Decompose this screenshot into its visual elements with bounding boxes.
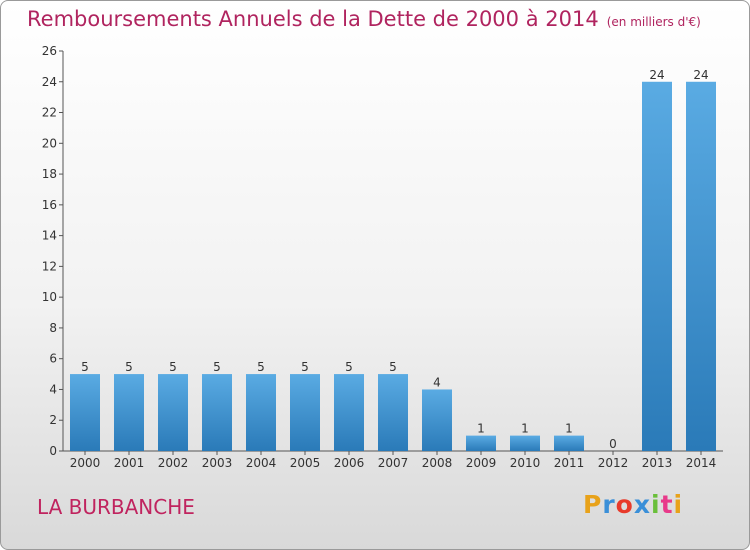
chart-title-text: Remboursements Annuels de la Dette de 20… <box>27 7 599 31</box>
x-tick-label: 2013 <box>642 456 673 470</box>
bar <box>466 435 496 451</box>
data-label: 4 <box>433 375 441 389</box>
bar <box>334 374 364 451</box>
data-label: 5 <box>301 360 309 374</box>
data-label: 5 <box>257 360 265 374</box>
x-tick-label: 2003 <box>202 456 233 470</box>
bar <box>422 389 452 451</box>
value-labels: 5 5 5 5 5 5 5 5 4 1 1 1 0 24 24 <box>81 68 708 451</box>
y-tick-label: 18 <box>42 167 57 181</box>
y-tick-label: 6 <box>49 352 57 366</box>
x-axis: 2000 2001 2002 2003 2004 2005 2006 2007 2008 2009… <box>63 450 723 470</box>
data-label: 5 <box>169 360 177 374</box>
data-label: 5 <box>389 360 397 374</box>
data-label: 5 <box>81 360 89 374</box>
x-tick-label: 2014 <box>686 456 717 470</box>
logo-letter: o <box>615 490 634 519</box>
data-label: 5 <box>125 360 133 374</box>
data-label: 5 <box>345 360 353 374</box>
data-label: 1 <box>565 422 573 436</box>
x-tick-label: 2002 <box>158 456 189 470</box>
y-tick-label: 14 <box>42 229 57 243</box>
data-label: 1 <box>477 422 485 436</box>
y-tick-label: 10 <box>42 290 57 304</box>
bar <box>642 81 672 452</box>
x-tick-label: 2001 <box>114 456 145 470</box>
x-tick-label: 2005 <box>290 456 321 470</box>
y-tick-label: 2 <box>49 413 57 427</box>
y-tick-label: 20 <box>42 136 57 150</box>
bars <box>70 81 716 452</box>
bar <box>378 374 408 451</box>
y-tick-label: 22 <box>42 106 57 120</box>
x-tick-label: 2006 <box>334 456 365 470</box>
bar <box>114 374 144 451</box>
logo-letter: P <box>583 490 603 519</box>
x-tick-label: 2007 <box>378 456 409 470</box>
x-tick-label: 2000 <box>70 456 101 470</box>
data-label: 24 <box>649 68 664 82</box>
bar <box>70 374 100 451</box>
bar <box>202 374 232 451</box>
logo-letter: t <box>660 490 674 519</box>
x-tick-label: 2011 <box>554 456 585 470</box>
chart-unit: (en milliers d'€) <box>606 15 701 29</box>
chart-title: Remboursements Annuels de la Dette de 20… <box>27 7 701 31</box>
bar <box>290 374 320 451</box>
x-tick-label: 2012 <box>598 456 629 470</box>
logo-letter: i <box>673 490 684 519</box>
logo-letter: r <box>602 490 616 519</box>
data-label: 0 <box>609 437 617 451</box>
bar <box>554 435 584 451</box>
data-label: 5 <box>213 360 221 374</box>
bar <box>686 81 716 452</box>
x-tick-label: 2004 <box>246 456 277 470</box>
logo-letter: x <box>633 490 651 519</box>
y-tick-label: 0 <box>49 444 57 458</box>
y-tick-label: 4 <box>49 382 57 396</box>
y-tick-label: 24 <box>42 75 57 89</box>
commune-name: LA BURBANCHE <box>37 495 195 519</box>
bar <box>158 374 188 451</box>
proxiti-logo: Proxiti <box>583 490 683 519</box>
bar <box>246 374 276 451</box>
x-tick-label: 2008 <box>422 456 453 470</box>
data-label: 24 <box>693 68 708 82</box>
y-tick-label: 8 <box>49 321 57 335</box>
y-tick-label: 16 <box>42 198 57 212</box>
data-label: 1 <box>521 422 529 436</box>
x-tick-label: 2010 <box>510 456 541 470</box>
x-tick-label: 2009 <box>466 456 497 470</box>
bar <box>510 435 540 451</box>
y-tick-label: 26 <box>42 44 57 58</box>
y-tick-label: 12 <box>42 259 57 273</box>
logo-letter: i <box>651 490 661 519</box>
